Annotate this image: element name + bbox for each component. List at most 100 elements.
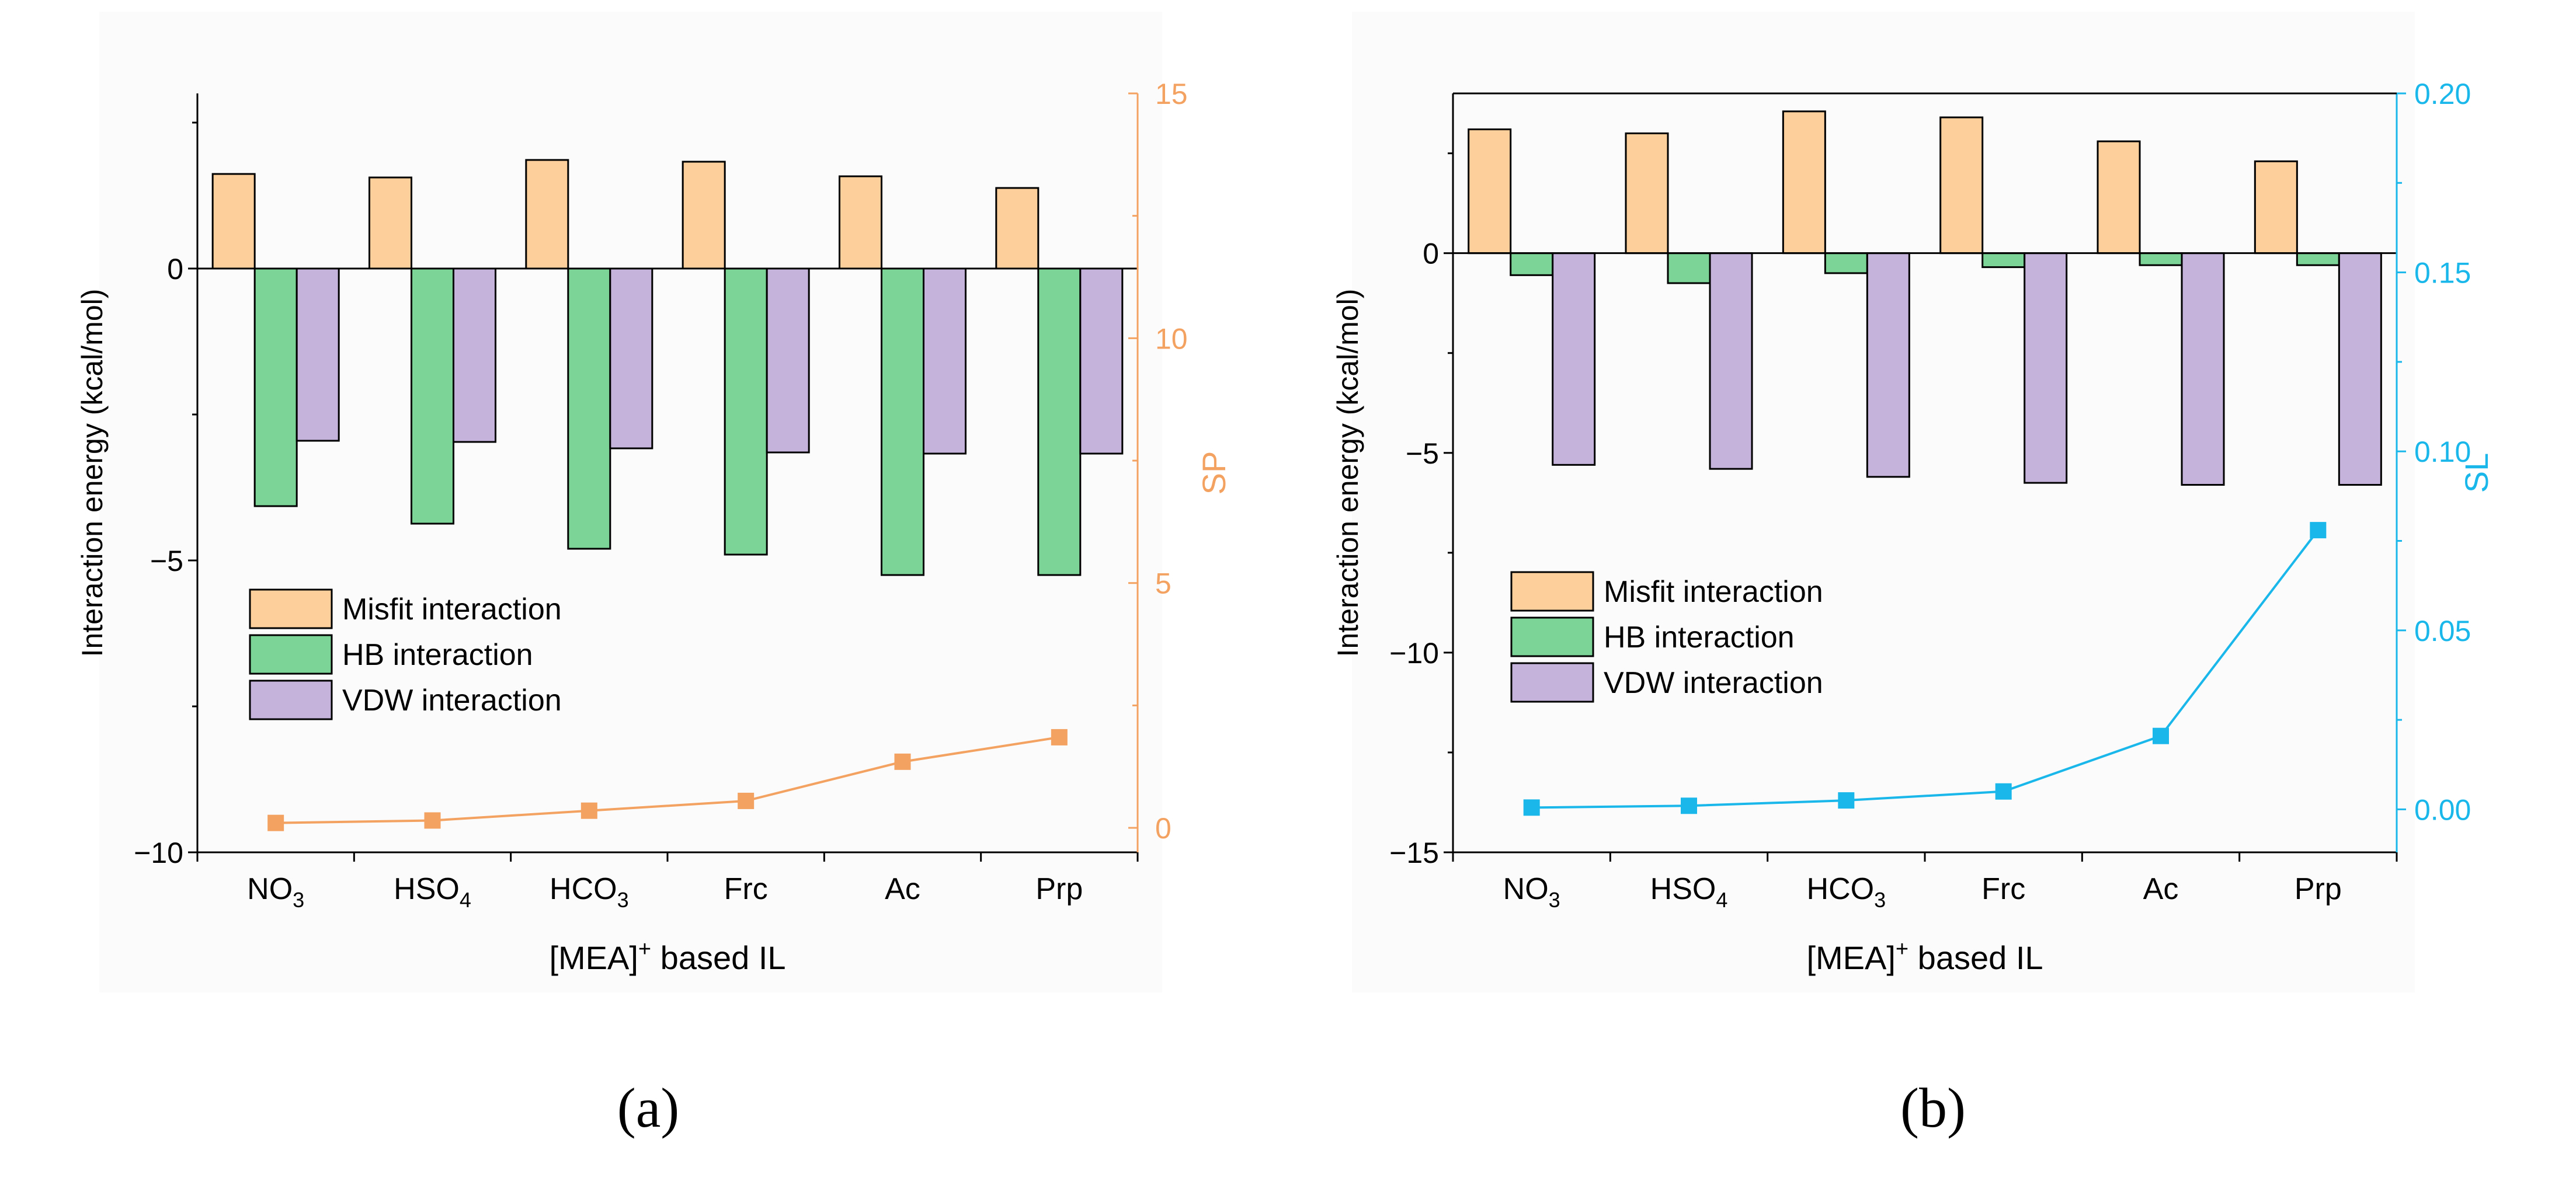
secondary-line (276, 736, 1060, 824)
x-tick-label: HSO4 (1650, 872, 1728, 912)
secondary-axis-title: SL (2458, 453, 2495, 493)
bar-misfit-hco3 (525, 159, 569, 270)
bar-misfit-ac (2097, 140, 2141, 255)
bar-vdw-no3 (296, 267, 340, 442)
x-tick-label: HSO4 (394, 872, 471, 912)
bar-misfit-frc (1939, 116, 1984, 255)
bar-vdw-hco3 (609, 267, 653, 450)
panel-label: (a) (617, 1076, 680, 1139)
x-tick-label: Ac (885, 872, 920, 906)
legend-swatch (249, 680, 333, 720)
bar-vdw-hco3 (1866, 252, 1910, 478)
secondary-point-prp (1051, 729, 1068, 745)
bar-vdw-ac (923, 267, 967, 455)
bar-vdw-hso4 (453, 267, 496, 443)
x-axis-title: [MEA]+ based IL (1806, 937, 2043, 976)
y-tick-label: −10 (1389, 637, 1439, 670)
legend-swatch (249, 588, 333, 629)
bar-hb-ac (2139, 252, 2183, 266)
secondary-axis-title: SP (1195, 451, 1232, 495)
y-tick-label: −5 (150, 545, 183, 577)
secondary-point-frc (738, 792, 755, 809)
bar-vdw-ac (2181, 252, 2225, 486)
x-tick-label: NO3 (1503, 872, 1560, 912)
bar-misfit-no3 (1468, 128, 1512, 255)
bar-hb-hco3 (1824, 252, 1868, 274)
x-tick-label: HCO3 (1807, 872, 1886, 912)
bar-hb-prp (1037, 267, 1082, 576)
x-tick-label: Prp (1035, 872, 1083, 906)
secondary-line (1531, 529, 2319, 809)
bar-misfit-prp (995, 187, 1040, 270)
bar-vdw-prp (2338, 252, 2382, 486)
bar-vdw-no3 (1552, 252, 1596, 466)
x-tick-label: Prp (2295, 872, 2342, 906)
x-tick-label: HCO3 (550, 872, 629, 912)
secondary-point-prp (2310, 522, 2327, 539)
legend-label: Misfit interaction (1604, 575, 1823, 609)
bar-hb-no3 (253, 267, 298, 507)
bar-hb-ac (881, 267, 924, 576)
legend-label: HB interaction (1604, 621, 1795, 654)
bar-vdw-frc (2024, 252, 2068, 484)
secondary-tick-label: 15 (1155, 78, 1188, 110)
bar-misfit-no3 (211, 173, 256, 270)
y-axis-title: Interaction energy (kcal/mol) (1332, 289, 1364, 657)
legend-swatch (249, 634, 333, 675)
bar-hb-prp (2296, 252, 2340, 266)
legend-swatch (1510, 616, 1594, 657)
y-axis-title: Interaction energy (kcal/mol) (76, 289, 109, 657)
bar-misfit-hso4 (369, 176, 412, 270)
secondary-point-hco3 (580, 802, 597, 819)
y-tick-label: 0 (1423, 238, 1439, 270)
secondary-point-hco3 (1838, 792, 1855, 809)
secondary-point-no3 (267, 814, 284, 831)
bar-hb-frc (724, 267, 768, 556)
bar-hb-hco3 (567, 267, 611, 550)
x-tick-label: Frc (724, 872, 768, 906)
bar-vdw-frc (766, 267, 810, 454)
secondary-tick-label: 0.15 (2414, 257, 2471, 290)
legend-label: VDW interaction (1604, 666, 1823, 700)
bar-hb-no3 (1510, 252, 1554, 276)
y-tick-label: −10 (134, 837, 183, 869)
secondary-tick-label: 0.10 (2414, 435, 2471, 468)
x-tick-label: Frc (1981, 872, 2025, 906)
legend-swatch (1510, 571, 1594, 612)
secondary-point-ac (2153, 727, 2169, 744)
panel-label: (b) (1900, 1076, 1966, 1139)
y-tick-label: −15 (1389, 837, 1439, 869)
x-tick-label: NO3 (247, 872, 304, 912)
secondary-point-hso4 (1681, 797, 1697, 814)
secondary-point-ac (894, 753, 911, 770)
legend-label: VDW interaction (342, 684, 562, 717)
secondary-tick-label: 0.20 (2414, 78, 2471, 110)
secondary-tick-label: 5 (1155, 567, 1171, 600)
secondary-point-hso4 (424, 812, 441, 829)
bar-misfit-prp (2254, 160, 2298, 255)
x-tick-label: Ac (2143, 872, 2179, 906)
bar-misfit-frc (682, 161, 726, 270)
chart-panel-a: −10 −5 0 NO3 HSO4 HCO3 Frc Ac Prp [MEA]+ based IL… (76, 12, 1232, 1139)
legend-label: Misfit interaction (342, 593, 562, 626)
x-axis-title: [MEA]+ based IL (549, 937, 785, 976)
secondary-point-frc (1995, 783, 2012, 800)
bar-vdw-hso4 (1709, 252, 1753, 470)
bar-misfit-ac (839, 175, 882, 270)
secondary-tick-label: 0.05 (2414, 615, 2471, 647)
legend-swatch (1510, 662, 1594, 703)
bar-hb-frc (1981, 252, 2026, 269)
chart-panel-b: −15 −10 −5 0 NO3 HSO4 HCO3 Frc Ac Prp [MEA]+ based… (1332, 12, 2495, 1139)
bar-misfit-hco3 (1782, 110, 1826, 255)
secondary-tick-label: 0.00 (2414, 793, 2471, 826)
bar-misfit-hso4 (1625, 132, 1669, 255)
secondary-point-no3 (1523, 799, 1540, 816)
secondary-tick-label: 0 (1155, 812, 1171, 845)
bar-vdw-prp (1079, 267, 1124, 455)
bar-hb-hso4 (1667, 252, 1711, 284)
y-tick-label: 0 (167, 253, 183, 285)
legend-label: HB interaction (342, 638, 533, 672)
panel-background (1352, 12, 2415, 992)
bar-hb-hso4 (411, 267, 454, 525)
